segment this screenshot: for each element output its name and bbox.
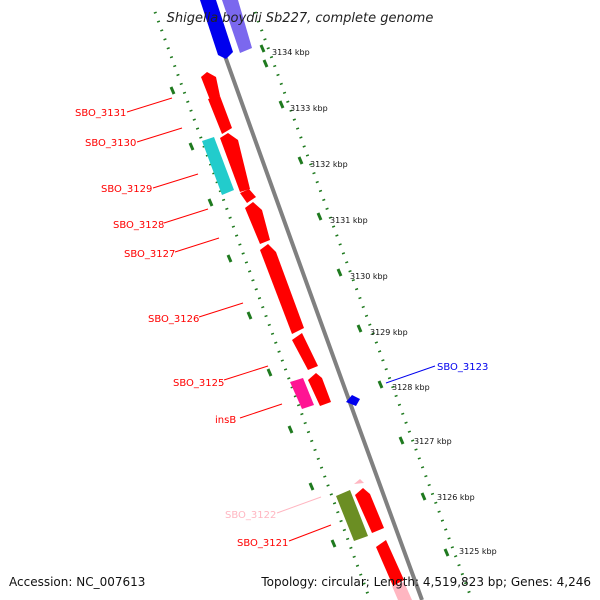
genome-backbone	[203, 0, 424, 600]
tick-label-3128: 3128 kbp	[392, 383, 430, 392]
gene-lavender-top[interactable]	[222, 0, 252, 53]
tick-label-3126: 3126 kbp	[437, 493, 475, 502]
gene-insb[interactable]	[308, 373, 331, 406]
tick-label-3134: 3134 kbp	[272, 48, 310, 57]
gene-sbo-3126[interactable]	[260, 244, 304, 334]
gene-sbo-3122-olive[interactable]	[336, 490, 368, 541]
gene-label-sbo-3127[interactable]: SBO_3127	[124, 249, 175, 260]
gene-sbo-3128[interactable]	[240, 189, 256, 203]
gene-sbo-3121[interactable]	[355, 488, 384, 533]
outer-tick-ring	[253, 11, 474, 600]
gene-sbo-3127[interactable]	[245, 202, 270, 244]
tick-label-3133: 3133 kbp	[290, 104, 328, 113]
gene-label-sbo-3126[interactable]: SBO_3126	[148, 314, 199, 325]
accession-text: Accession: NC_007613	[9, 575, 145, 589]
gene-label-sbo-3121[interactable]: SBO_3121	[237, 538, 288, 549]
leader-lines	[126, 97, 436, 542]
gene-blue-top[interactable]	[200, 0, 233, 59]
tick-label-3125: 3125 kbp	[459, 547, 497, 556]
gene-label-sbo-3125[interactable]: SBO_3125	[173, 378, 224, 389]
gene-label-sbo-3128[interactable]: SBO_3128	[113, 220, 164, 231]
tick-label-3129: 3129 kbp	[370, 328, 408, 337]
outer-major-ticks	[259, 44, 450, 557]
inner-major-ticks	[169, 86, 337, 548]
gene-label-sbo-3130[interactable]: SBO_3130	[85, 138, 136, 149]
genome-summary-text: Topology: circular; Length: 4,519,823 bp…	[260, 575, 591, 589]
gene-sbo-3123[interactable]	[346, 395, 360, 406]
gene-sbo-3125[interactable]	[292, 333, 318, 370]
tick-label-3131: 3131 kbp	[330, 216, 368, 225]
gene-label-sbo-3131[interactable]: SBO_3131	[75, 108, 126, 119]
gene-label-sbo-3123[interactable]: SBO_3123	[437, 362, 488, 373]
gene-label-insb[interactable]: insB	[215, 415, 236, 426]
gene-bottom-red[interactable]	[376, 540, 404, 586]
gene-sbo-3129-red[interactable]	[220, 133, 250, 192]
gene-label-sbo-3122[interactable]: SBO_3122	[225, 510, 276, 521]
inner-tick-ring	[153, 11, 372, 600]
tick-label-3130: 3130 kbp	[350, 272, 388, 281]
map-title: Shigella boydii Sb227, complete genome	[167, 11, 434, 26]
tick-label-3132: 3132 kbp	[310, 160, 348, 169]
tick-label-3127: 3127 kbp	[414, 437, 452, 446]
gene-insb-magenta[interactable]	[290, 378, 314, 409]
gene-sbo-3130[interactable]	[208, 96, 232, 134]
gene-label-sbo-3129[interactable]: SBO_3129	[101, 184, 152, 195]
gene-pink-small[interactable]	[354, 479, 364, 484]
gene-sbo-3131[interactable]	[201, 72, 220, 100]
gene-sbo-3129[interactable]	[202, 137, 234, 195]
gene-bottom-pink[interactable]	[392, 582, 412, 600]
